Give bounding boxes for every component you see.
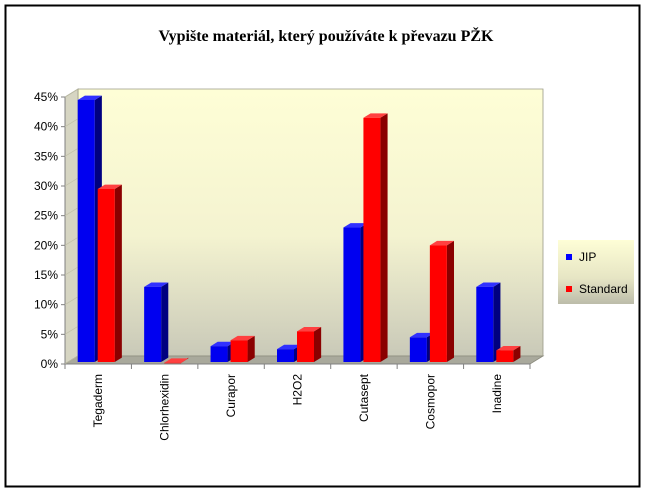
bar-front — [97, 188, 115, 362]
y-gridline — [64, 296, 79, 305]
bar-jip-inadine — [476, 282, 501, 362]
legend-swatch-jip — [566, 254, 572, 260]
plot-side-wall — [64, 88, 79, 365]
y-tick-label: 30% — [34, 179, 58, 193]
bar-top — [97, 184, 122, 189]
bar-standard-tegaderm — [97, 184, 122, 362]
bar-top — [144, 282, 169, 287]
bar-top — [429, 240, 455, 246]
bar-standard-chlorhexidin — [164, 357, 189, 364]
bar-front — [297, 331, 314, 362]
y-gridline — [64, 88, 79, 98]
bar-side — [493, 282, 501, 362]
bar-top — [164, 358, 189, 363]
bars — [77, 95, 521, 364]
x-axis-ticks: Tegaderm Chlorhexidin Curapor H2O2 Cutasept C… — [64, 364, 531, 441]
bar-front — [429, 245, 447, 362]
bar-front — [277, 349, 294, 362]
bar-standard-inadine — [496, 345, 521, 362]
legend-label-standard: Standard — [579, 282, 628, 296]
x-tick-label: Cutasept — [357, 373, 371, 422]
bar-top — [210, 341, 235, 347]
bar-jip-chlorhexidin — [144, 282, 169, 362]
bar-side — [247, 335, 255, 362]
y-tick-label: 25% — [34, 209, 58, 223]
bar-standard-cutasept — [363, 113, 388, 363]
bar-side — [446, 240, 455, 362]
bar-front — [343, 227, 361, 362]
y-gridline — [64, 148, 79, 157]
y-tick-label: 35% — [34, 149, 58, 163]
bar-side — [380, 113, 388, 362]
y-tick-label: 20% — [34, 238, 58, 252]
bar-front — [230, 340, 248, 362]
x-tick-label: Cosmopor — [423, 374, 437, 429]
bar-side — [161, 282, 169, 362]
x-tick-label: H2O2 — [291, 374, 305, 406]
bar-top — [363, 113, 388, 118]
bar-front — [77, 99, 95, 362]
legend-box — [558, 240, 634, 304]
x-tick-label: Curapor — [224, 374, 238, 417]
y-gridline — [64, 207, 79, 216]
bar-top — [230, 335, 255, 341]
legend: JIP Standard — [558, 240, 634, 304]
bar-standard-curapor — [230, 335, 255, 362]
bar-standard-h2o2 — [297, 326, 322, 362]
legend-swatch-standard — [566, 286, 572, 292]
y-tick-label: 15% — [34, 268, 58, 282]
bar-front — [409, 337, 427, 362]
bar-side — [314, 326, 322, 362]
bar-top — [277, 344, 302, 350]
y-gridline — [64, 266, 79, 276]
bar-top — [409, 332, 435, 338]
y-tick-label: 45% — [34, 90, 58, 104]
bar-top — [476, 282, 501, 287]
y-gridline — [64, 326, 79, 335]
bar-top — [77, 95, 102, 100]
y-gridline — [64, 355, 79, 365]
bar-front — [496, 350, 514, 362]
y-tick-label: 10% — [34, 298, 58, 312]
bar-front — [476, 286, 494, 362]
bar-front — [210, 346, 228, 362]
bar-side — [114, 184, 122, 362]
y-tick-label: 0% — [41, 357, 59, 371]
y-gridline — [64, 177, 79, 187]
bar-front — [164, 362, 182, 364]
bar-standard-cosmopor — [429, 240, 455, 362]
y-gridline — [64, 118, 79, 127]
y-tick-label: 5% — [41, 327, 59, 341]
x-tick-label: Tegaderm — [91, 374, 105, 427]
bar-side — [513, 345, 521, 362]
bar-front — [363, 117, 381, 363]
bar-top — [297, 326, 322, 332]
chart-title: Vypište materiál, který používáte k přev… — [159, 26, 494, 45]
y-axis-ticks: 0% 5% 10% 15% 20% 25% 30% 35% 40% 45% — [34, 88, 79, 371]
plot-area — [63, 88, 545, 365]
bar-top — [496, 345, 521, 351]
y-tick-label: 40% — [34, 120, 58, 134]
legend-label-jip: JIP — [579, 250, 596, 264]
x-tick-label: Chlorhexidin — [158, 374, 172, 441]
bar-top — [343, 223, 368, 228]
y-gridline — [64, 237, 79, 246]
bar-front — [144, 286, 162, 362]
x-tick-label: Inadine — [490, 374, 504, 414]
